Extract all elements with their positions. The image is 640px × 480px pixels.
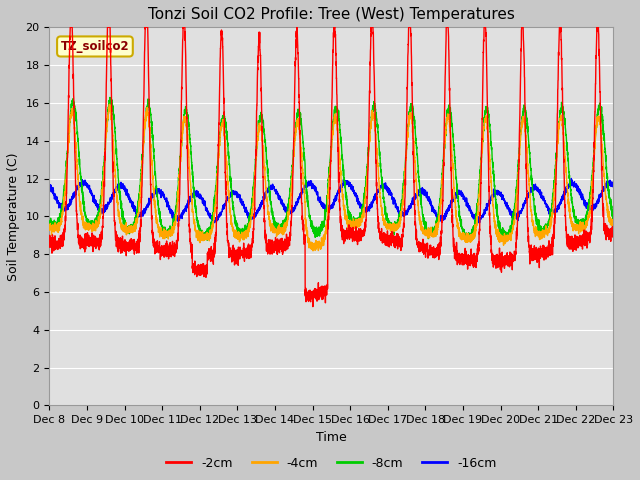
Legend: -2cm, -4cm, -8cm, -16cm: -2cm, -4cm, -8cm, -16cm	[161, 452, 502, 475]
X-axis label: Time: Time	[316, 431, 347, 444]
Title: Tonzi Soil CO2 Profile: Tree (West) Temperatures: Tonzi Soil CO2 Profile: Tree (West) Temp…	[148, 7, 515, 22]
Text: TZ_soilco2: TZ_soilco2	[61, 40, 129, 53]
Y-axis label: Soil Temperature (C): Soil Temperature (C)	[7, 152, 20, 281]
